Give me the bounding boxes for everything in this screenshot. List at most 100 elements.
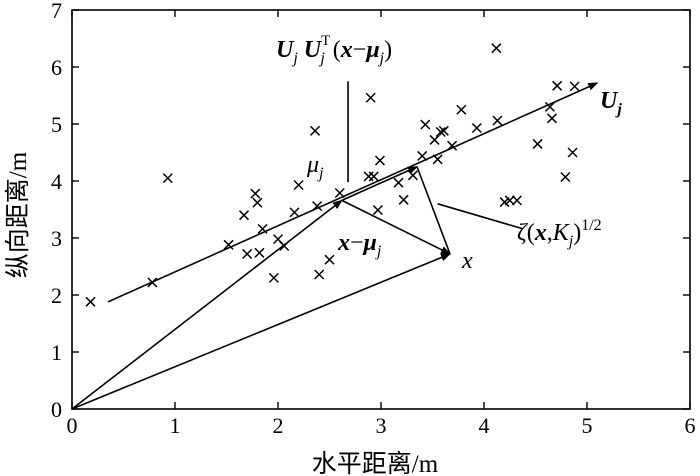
data-point bbox=[435, 126, 446, 138]
x-tick-label: 6 bbox=[685, 413, 696, 438]
y-tick-label: 4 bbox=[51, 169, 62, 194]
dev-minus: − bbox=[350, 230, 364, 256]
data-point bbox=[293, 179, 304, 191]
residual-line bbox=[416, 166, 451, 255]
mean-label: μj bbox=[306, 152, 324, 182]
plot-frame bbox=[71, 9, 691, 410]
x-tick-label: 3 bbox=[376, 413, 387, 438]
data-point bbox=[250, 188, 261, 199]
data-point bbox=[447, 140, 458, 151]
data-point bbox=[546, 113, 558, 124]
data-point bbox=[279, 240, 290, 252]
data-point bbox=[420, 119, 431, 130]
axis-ticks bbox=[71, 9, 691, 410]
dev-mu-sub: j bbox=[375, 243, 382, 260]
data-point bbox=[334, 187, 345, 199]
data-point bbox=[312, 201, 323, 212]
dev-mu: μ bbox=[362, 230, 377, 256]
mean-subscript: j bbox=[317, 165, 324, 182]
y-tick-label: 6 bbox=[51, 55, 62, 80]
x-tick-label: 5 bbox=[582, 413, 593, 438]
data-point bbox=[147, 277, 158, 288]
y-axis-label: 纵向距离/m bbox=[4, 151, 32, 278]
proj-sub1: j bbox=[291, 50, 298, 67]
data-point bbox=[417, 150, 428, 161]
proj-x: x bbox=[340, 37, 353, 63]
data-point bbox=[252, 197, 263, 208]
data-point bbox=[314, 269, 325, 280]
y-tick-label: 3 bbox=[51, 226, 62, 251]
data-point bbox=[254, 247, 265, 258]
y-tick-label: 2 bbox=[51, 283, 62, 308]
data-point bbox=[242, 248, 253, 259]
data-point bbox=[310, 125, 321, 136]
x-tick-label: 4 bbox=[479, 413, 490, 438]
data-point bbox=[567, 147, 578, 158]
data-point bbox=[511, 195, 522, 206]
dist-zeta: ζ bbox=[517, 220, 529, 246]
data-point bbox=[407, 170, 418, 181]
data-point bbox=[398, 194, 409, 205]
proj-u1: U bbox=[276, 37, 295, 63]
data-point bbox=[368, 171, 379, 182]
data-points bbox=[85, 43, 580, 307]
deviation-label: x−μj bbox=[337, 230, 382, 260]
mean-vector-arrow bbox=[71, 199, 343, 410]
principal-axis-subscript: j bbox=[614, 101, 622, 118]
principal-axis-letter: U bbox=[600, 88, 619, 114]
data-point bbox=[544, 101, 555, 112]
vector-arrows bbox=[71, 81, 599, 410]
projection-arrow bbox=[341, 166, 418, 202]
data-point bbox=[365, 92, 376, 103]
data-point bbox=[432, 154, 443, 165]
data-point bbox=[393, 177, 404, 188]
data-point bbox=[257, 223, 268, 234]
x-axis-label: 水平距离/m bbox=[312, 450, 439, 476]
data-point bbox=[438, 125, 449, 136]
data-point bbox=[429, 134, 440, 145]
data-point bbox=[569, 81, 580, 92]
proj-sup2: T bbox=[321, 33, 330, 49]
dist-sup: 1/2 bbox=[581, 217, 601, 234]
sample-vector-arrow bbox=[71, 253, 451, 410]
principal-axis-arrow bbox=[107, 82, 599, 303]
y-tick-label: 7 bbox=[51, 0, 62, 23]
distance-label-leader bbox=[437, 203, 524, 230]
axis-tick-labels: 0 1 2 3 4 5 6 0 1 2 3 4 5 6 7 bbox=[51, 0, 696, 438]
dist-comma: , bbox=[547, 220, 553, 246]
y-tick-label: 5 bbox=[51, 112, 62, 137]
data-point bbox=[268, 272, 279, 283]
proj-u2: U bbox=[304, 37, 323, 63]
proj-sub2: j bbox=[318, 50, 325, 67]
data-point bbox=[372, 205, 383, 216]
data-point bbox=[238, 210, 250, 221]
dist-x: x bbox=[534, 220, 547, 246]
data-point bbox=[324, 254, 335, 265]
dist-close: ) bbox=[573, 220, 581, 246]
principal-axis-label: Uj bbox=[600, 88, 622, 118]
dist-k-sub: j bbox=[567, 233, 574, 250]
proj-mu: μ bbox=[364, 37, 379, 63]
dev-x: x bbox=[337, 230, 350, 256]
sample-label: x bbox=[461, 248, 473, 274]
data-point bbox=[504, 195, 515, 206]
x-tick-label: 1 bbox=[170, 413, 181, 438]
proj-close: ) bbox=[384, 37, 392, 63]
proj-mu-sub: j bbox=[378, 50, 385, 67]
data-point bbox=[289, 207, 300, 218]
data-point bbox=[85, 296, 96, 307]
data-point bbox=[456, 104, 467, 115]
data-point bbox=[552, 80, 563, 91]
dist-k: K bbox=[552, 220, 571, 246]
proj-open: ( bbox=[333, 37, 341, 63]
x-tick-label: 0 bbox=[67, 413, 78, 438]
data-point bbox=[532, 138, 543, 149]
deviation-arrow bbox=[341, 199, 451, 255]
data-point bbox=[560, 171, 571, 183]
dist-open: ( bbox=[527, 220, 535, 246]
data-point bbox=[492, 115, 503, 126]
y-tick-label: 0 bbox=[51, 397, 62, 422]
projection-label: Uj UT j (x−μj) bbox=[276, 33, 392, 67]
y-tick-label: 1 bbox=[51, 340, 62, 365]
